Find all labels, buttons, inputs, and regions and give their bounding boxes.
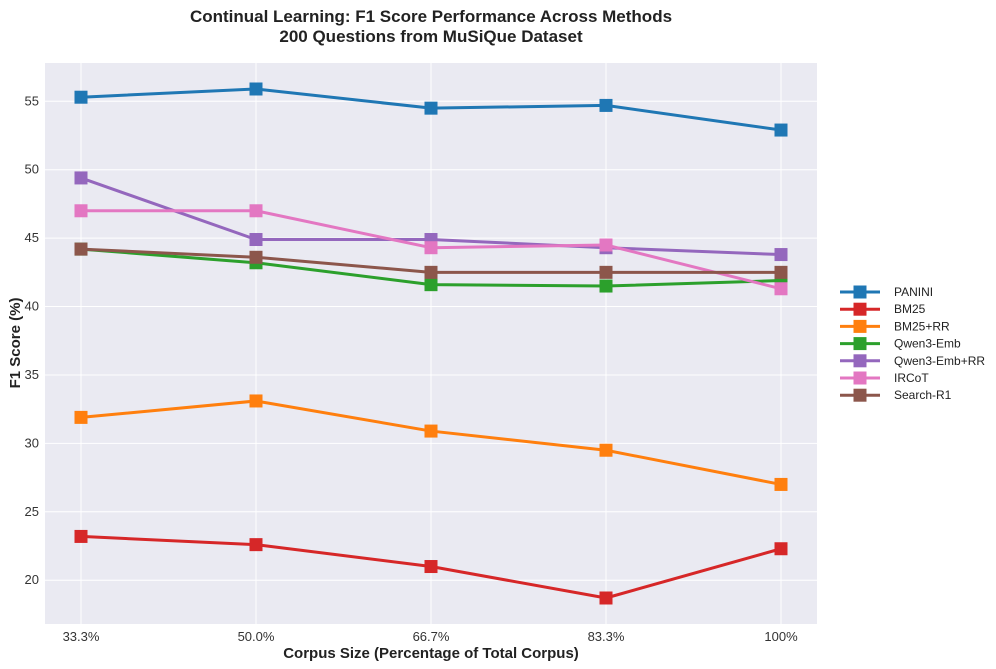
legend-marker bbox=[853, 302, 867, 316]
chart-title-line2: 200 Questions from MuSiQue Dataset bbox=[279, 27, 583, 46]
y-axis-label: F1 Score (%) bbox=[7, 298, 24, 389]
x-tick-label: 50.0% bbox=[238, 629, 275, 644]
x-tick-label: 66.7% bbox=[413, 629, 450, 644]
legend-label: PANINI bbox=[894, 285, 933, 299]
x-tick-labels: 33.3% 50.0% 66.7% 83.3% 100% bbox=[63, 629, 799, 644]
data-point-ircot bbox=[249, 204, 263, 218]
data-point-qwen3-emb bbox=[599, 279, 613, 293]
legend-label: Qwen3-Emb bbox=[894, 337, 961, 351]
y-tick-label: 40 bbox=[25, 299, 39, 314]
series-bm25 bbox=[74, 529, 788, 605]
data-point-bm25-rr bbox=[774, 477, 788, 491]
data-point-qwen3-emb-rr bbox=[249, 233, 263, 247]
data-point-bm25-rr bbox=[249, 394, 263, 408]
legend-marker bbox=[853, 285, 867, 299]
data-point-ircot bbox=[774, 282, 788, 296]
data-point-search-r1 bbox=[249, 250, 263, 264]
data-point-bm25 bbox=[249, 538, 263, 552]
x-tick-label: 33.3% bbox=[63, 629, 100, 644]
data-point-ircot bbox=[74, 204, 88, 218]
y-tick-label: 30 bbox=[25, 435, 39, 450]
data-point-search-r1 bbox=[774, 265, 788, 279]
data-point-qwen3-emb bbox=[424, 278, 438, 292]
y-tick-label: 55 bbox=[25, 93, 39, 108]
legend-item-qwen3-emb: Qwen3-Emb bbox=[840, 337, 961, 351]
legend-marker bbox=[853, 337, 867, 351]
y-tick-labels: 20 25 30 35 40 45 50 55 bbox=[25, 93, 39, 587]
legend-label: IRCoT bbox=[894, 371, 929, 385]
data-point-bm25-rr bbox=[424, 424, 438, 438]
legend-item-panini: PANINI bbox=[840, 285, 933, 299]
data-point-bm25 bbox=[424, 560, 438, 574]
y-tick-label: 35 bbox=[25, 367, 39, 382]
grid bbox=[45, 63, 817, 624]
y-tick-label: 50 bbox=[25, 162, 39, 177]
series-bm25-rr bbox=[74, 394, 788, 491]
legend-item-bm25: BM25 bbox=[840, 302, 926, 316]
legend-label: BM25 bbox=[894, 302, 926, 316]
legend-marker bbox=[853, 319, 867, 333]
data-point-ircot bbox=[599, 238, 613, 252]
data-point-bm25 bbox=[774, 542, 788, 556]
data-point-panini bbox=[249, 82, 263, 96]
data-point-qwen3-emb-rr bbox=[74, 171, 88, 185]
series-panini bbox=[74, 82, 788, 137]
data-point-search-r1 bbox=[599, 265, 613, 279]
data-point-search-r1 bbox=[424, 265, 438, 279]
data-point-bm25 bbox=[599, 591, 613, 605]
y-tick-label: 20 bbox=[25, 572, 39, 587]
data-point-ircot bbox=[424, 241, 438, 255]
legend: PANINI BM25 BM25+RR Qwen3-Emb Qwen3-Emb+RR IR… bbox=[840, 285, 985, 402]
x-axis-label: Corpus Size (Percentage of Total Corpus) bbox=[283, 645, 579, 662]
data-point-bm25-rr bbox=[599, 443, 613, 457]
y-tick-label: 45 bbox=[25, 230, 39, 245]
legend-item-ircot: IRCoT bbox=[840, 371, 929, 385]
chart-title-line1: Continual Learning: F1 Score Performance… bbox=[190, 7, 672, 26]
y-tick-label: 25 bbox=[25, 504, 39, 519]
series-search-r1 bbox=[74, 242, 788, 279]
data-point-panini bbox=[599, 98, 613, 112]
legend-item-qwen3-emb-rr: Qwen3-Emb+RR bbox=[840, 354, 985, 368]
data-point-bm25-rr bbox=[74, 410, 88, 424]
legend-label: BM25+RR bbox=[894, 319, 950, 333]
data-point-bm25 bbox=[74, 529, 88, 543]
x-tick-label: 83.3% bbox=[588, 629, 625, 644]
series-group bbox=[74, 82, 788, 605]
data-point-panini bbox=[74, 90, 88, 104]
data-point-qwen3-emb-rr bbox=[774, 248, 788, 262]
data-point-panini bbox=[774, 123, 788, 137]
data-point-panini bbox=[424, 101, 438, 115]
x-tick-label: 100% bbox=[764, 629, 798, 644]
legend-marker bbox=[853, 371, 867, 385]
legend-label: Search-R1 bbox=[894, 388, 952, 402]
legend-item-bm25-rr: BM25+RR bbox=[840, 319, 950, 333]
series-ircot bbox=[74, 204, 788, 296]
legend-label: Qwen3-Emb+RR bbox=[894, 354, 985, 368]
legend-item-search-r1: Search-R1 bbox=[840, 388, 952, 402]
data-point-search-r1 bbox=[74, 242, 88, 256]
legend-marker bbox=[853, 388, 867, 402]
legend-marker bbox=[853, 354, 867, 368]
